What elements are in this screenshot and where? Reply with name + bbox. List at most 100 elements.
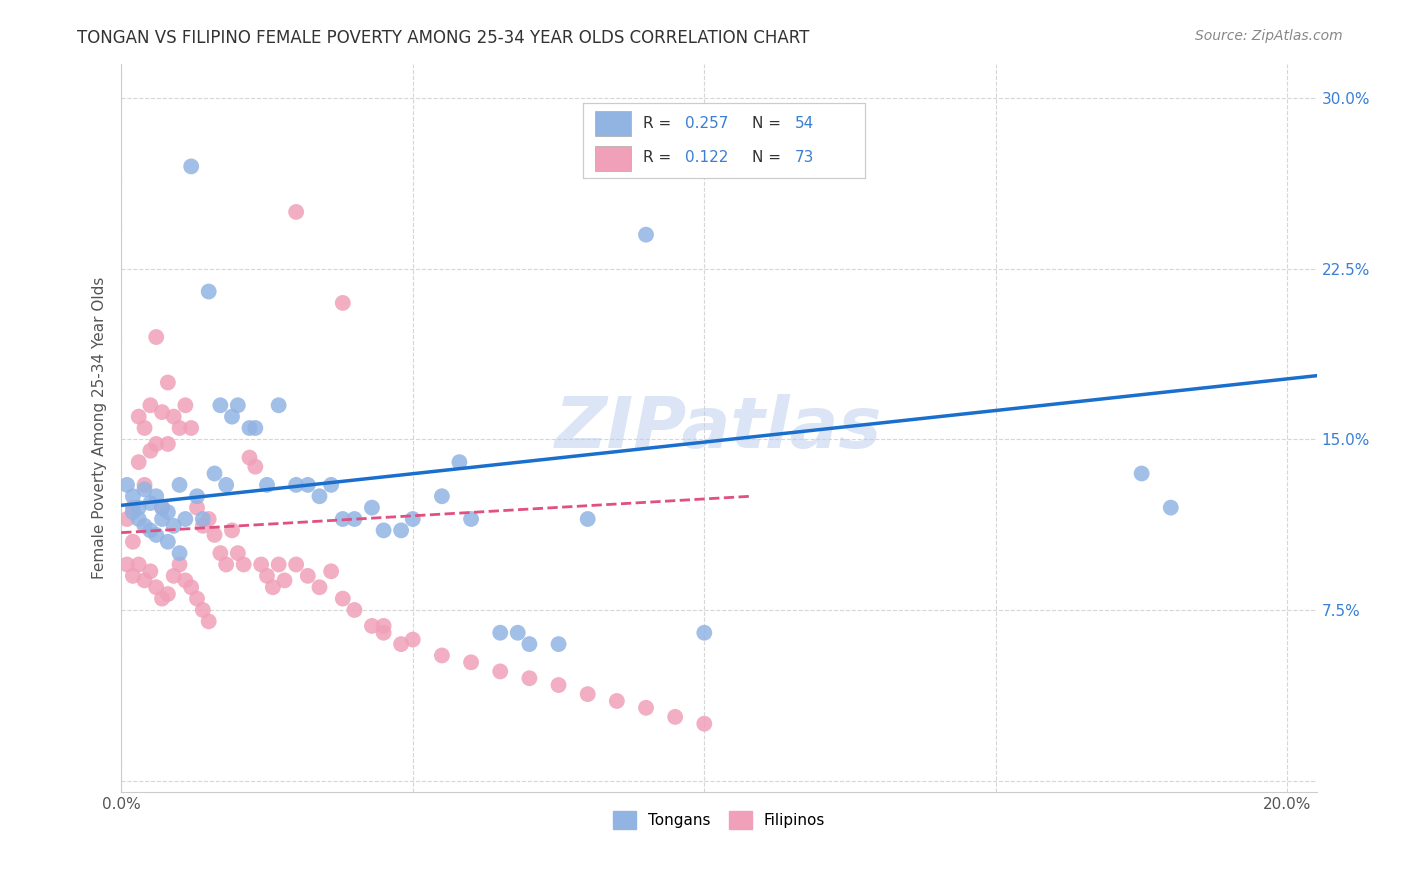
Bar <box>595 145 631 171</box>
Point <box>150 512 173 526</box>
Point <box>156 587 179 601</box>
Point <box>238 421 260 435</box>
Text: N =: N = <box>752 116 786 131</box>
Point <box>262 580 284 594</box>
Point <box>460 655 482 669</box>
Point <box>150 500 173 515</box>
Point <box>576 687 599 701</box>
Point <box>180 421 202 435</box>
Text: R =: R = <box>643 150 676 165</box>
Point <box>169 558 191 572</box>
Point <box>664 710 686 724</box>
Point <box>122 500 145 515</box>
Point <box>128 512 150 526</box>
Point <box>115 558 138 572</box>
Point <box>134 421 156 435</box>
Point <box>145 489 167 503</box>
Point <box>186 489 208 503</box>
Point <box>145 528 167 542</box>
Point <box>449 455 471 469</box>
Point <box>128 409 150 424</box>
Text: R =: R = <box>643 116 676 131</box>
Point <box>134 483 156 497</box>
Point <box>297 569 319 583</box>
Point <box>430 489 453 503</box>
Point <box>460 512 482 526</box>
Point <box>519 637 541 651</box>
Point <box>321 478 343 492</box>
Point <box>174 512 197 526</box>
Point <box>134 518 156 533</box>
Point <box>343 512 366 526</box>
Point <box>115 478 138 492</box>
Point <box>1160 500 1182 515</box>
Point <box>215 558 238 572</box>
Point <box>226 398 249 412</box>
Point <box>197 615 219 629</box>
Point <box>156 437 179 451</box>
Text: TONGAN VS FILIPINO FEMALE POVERTY AMONG 25-34 YEAR OLDS CORRELATION CHART: TONGAN VS FILIPINO FEMALE POVERTY AMONG … <box>77 29 810 46</box>
Point <box>209 398 232 412</box>
Bar <box>595 111 631 136</box>
Point <box>191 518 214 533</box>
Point <box>204 467 226 481</box>
Text: ZIPatlas: ZIPatlas <box>555 393 883 463</box>
Point <box>150 591 173 606</box>
Point <box>156 376 179 390</box>
Legend: Tongans, Filipinos: Tongans, Filipinos <box>606 805 831 835</box>
Point <box>256 569 278 583</box>
Point <box>186 500 208 515</box>
Point <box>169 478 191 492</box>
Point <box>145 580 167 594</box>
Text: 73: 73 <box>794 150 814 165</box>
Point <box>489 665 512 679</box>
Point <box>197 285 219 299</box>
Point <box>506 625 529 640</box>
Point <box>693 625 716 640</box>
Point <box>519 671 541 685</box>
Point <box>221 409 243 424</box>
Point <box>273 574 295 588</box>
Point <box>226 546 249 560</box>
Point <box>1130 467 1153 481</box>
Point <box>215 478 238 492</box>
Point <box>122 505 145 519</box>
Point <box>267 558 290 572</box>
Point <box>139 398 162 412</box>
Point <box>402 632 425 647</box>
Point <box>134 574 156 588</box>
Point <box>169 546 191 560</box>
Point <box>634 700 657 714</box>
Point <box>361 500 384 515</box>
Point <box>204 528 226 542</box>
Point <box>606 694 628 708</box>
Point <box>221 524 243 538</box>
Point <box>163 409 186 424</box>
Point <box>308 489 330 503</box>
Point <box>139 443 162 458</box>
Point <box>332 296 354 310</box>
Point <box>373 625 395 640</box>
Point <box>150 405 173 419</box>
Point <box>139 564 162 578</box>
Point <box>332 591 354 606</box>
Text: Source: ZipAtlas.com: Source: ZipAtlas.com <box>1195 29 1343 43</box>
Point <box>238 450 260 465</box>
Point <box>389 637 412 651</box>
Point <box>297 478 319 492</box>
Point <box>232 558 254 572</box>
Point <box>115 512 138 526</box>
Point <box>267 398 290 412</box>
Point <box>343 603 366 617</box>
Point <box>308 580 330 594</box>
Point <box>169 421 191 435</box>
Point <box>122 569 145 583</box>
Point <box>122 489 145 503</box>
Point <box>150 500 173 515</box>
Point <box>134 478 156 492</box>
Point <box>139 524 162 538</box>
Point <box>693 716 716 731</box>
Point <box>402 512 425 526</box>
Point <box>209 546 232 560</box>
Point <box>285 478 308 492</box>
